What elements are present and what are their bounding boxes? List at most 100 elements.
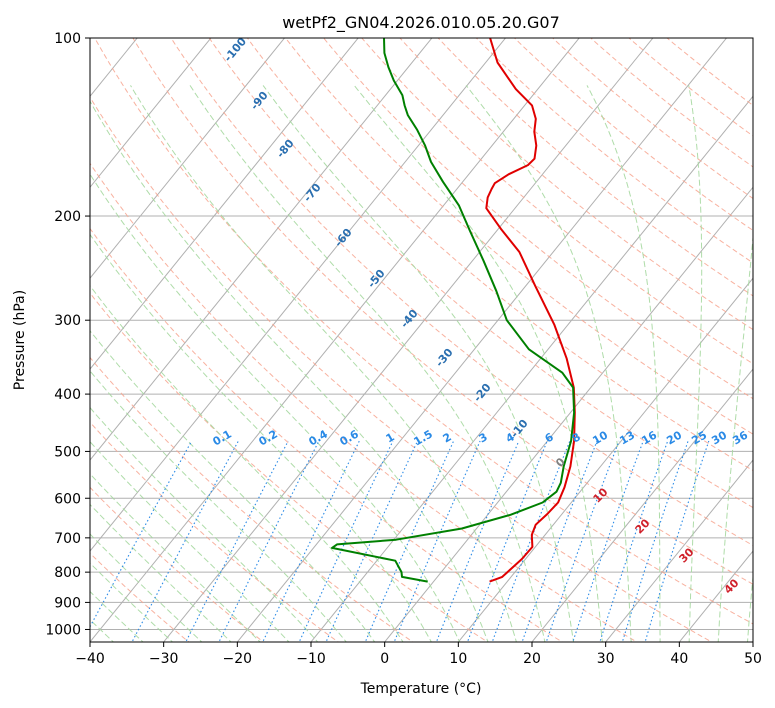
moist-adiabat-line: [90, 406, 319, 642]
moist-adiabat-label: 30: [677, 545, 697, 565]
y-tick-label: 100: [54, 31, 81, 47]
dry-adiabat-line: [399, 38, 753, 331]
y-tick-label: 300: [54, 313, 81, 329]
mixing-ratio-line: [364, 440, 455, 642]
mixing-ratio-line: [218, 440, 320, 642]
isotherm-line: [90, 38, 507, 552]
isotherm-line: [531, 368, 753, 642]
isotherm-line: [163, 38, 654, 642]
plot-frame: [89, 37, 754, 643]
isotherm-line: [90, 38, 359, 370]
mixing-ratio-line: [491, 440, 571, 642]
moist-adiabat-line: [262, 85, 575, 642]
y-tick-label: 200: [54, 209, 81, 225]
isotherm-line: [90, 38, 433, 461]
x-tick-label: 30: [597, 651, 615, 667]
moist-adiabat-label: 10: [591, 485, 611, 505]
mixing-ratio-line: [393, 440, 481, 642]
isotherm-line: [384, 186, 753, 642]
mixing-ratio-line: [298, 440, 394, 642]
mixing-ratio-label: 8: [570, 430, 583, 445]
dry-adiabat-line: [590, 38, 753, 168]
mixing-ratio-label: 20: [664, 428, 684, 447]
mixing-ratio-line: [545, 440, 620, 642]
dry-adiabat-label: -50: [365, 267, 388, 291]
dry-adiabat-label: -80: [274, 137, 297, 161]
y-axis-label: Pressure (hPa): [12, 290, 28, 390]
x-tick-label: 0: [380, 651, 389, 667]
moist-adiabat-line: [90, 100, 489, 642]
y-tick-label: 400: [54, 387, 81, 403]
isotherm-line: [90, 38, 286, 279]
moist-adiabat-line: [353, 85, 603, 642]
mixing-ratio-label: 0.4: [307, 427, 331, 448]
x-tick-label: −30: [149, 651, 179, 667]
moist-adiabat-line: [90, 370, 347, 642]
dry-adiabat-label: -30: [433, 346, 456, 370]
x-tick-label: 10: [449, 651, 467, 667]
dry-adiabat-line: [94, 38, 753, 625]
moist-adiabat-line: [465, 85, 632, 642]
dry-adiabat-line: [90, 162, 638, 642]
moist-adiabat-line: [130, 85, 517, 642]
mixing-ratio-label: 1.5: [412, 427, 435, 448]
dry-adiabat-label: -60: [332, 226, 355, 250]
mixing-ratio-label: 16: [639, 428, 659, 447]
dry-adiabat-line: [90, 486, 265, 642]
mixing-ratio-line: [599, 440, 669, 642]
moist-adiabat-line: [90, 329, 376, 642]
moist-adiabat-line: [90, 233, 432, 642]
isotherm-line: [90, 38, 580, 642]
y-tick-label: 800: [54, 565, 81, 581]
isotherm-line: [0, 25, 1, 645]
moist-adiabat-line: [90, 473, 261, 642]
dry-adiabat-line: [132, 38, 753, 585]
mixing-ratio-label: 2: [441, 430, 454, 445]
dewpoint-profile-line: [331, 38, 576, 583]
dry-adiabat-line: [475, 38, 753, 264]
dry-adiabat-label: -90: [248, 89, 271, 113]
mixing-ratio-line: [466, 440, 548, 642]
dry-adiabat-line: [551, 38, 753, 200]
moist-adiabat-label: 40: [722, 576, 742, 596]
moist-adiabat-line: [746, 571, 753, 642]
mixing-ratio-label: 0.2: [257, 427, 280, 448]
dry-adiabat-line: [323, 38, 753, 400]
moist-adiabat-line: [586, 85, 661, 642]
dry-adiabat-line: [90, 356, 414, 642]
dry-adiabat-line: [90, 227, 564, 642]
y-tick-label: 900: [54, 595, 81, 611]
mixing-ratio-line: [521, 440, 598, 642]
dry-adiabat-line: [284, 38, 753, 435]
x-tick-label: 40: [670, 651, 688, 667]
mixing-ratio-line: [90, 440, 193, 628]
moist-adiabat-line: [717, 232, 753, 642]
y-tick-label: 500: [54, 444, 81, 460]
mixing-ratio-label: 30: [709, 428, 729, 447]
y-tick-label: 1000: [45, 622, 81, 638]
mixing-ratio-line: [435, 440, 520, 642]
mixing-ratio-line: [572, 440, 644, 642]
mixing-ratio-line: [262, 440, 360, 642]
moist-adiabat-line: [90, 173, 461, 642]
x-axis-label: Temperature (°C): [360, 681, 482, 697]
mixing-ratio-label: 10: [590, 428, 610, 447]
dry-adiabat-label: -70: [301, 181, 324, 205]
dry-adiabat-line: [246, 38, 753, 472]
dry-adiabat-line: [90, 292, 489, 642]
mixing-ratio-line: [185, 440, 289, 642]
moist-adiabat-line: [90, 284, 404, 642]
dry-adiabat-label: -40: [398, 307, 421, 331]
mixing-ratio-line: [325, 440, 419, 642]
x-tick-label: 20: [523, 651, 541, 667]
mixing-ratio-line: [644, 440, 710, 642]
chart-title: wetPf2_GN04.2026.010.05.20.G07: [282, 13, 560, 33]
y-tick-label: 700: [54, 531, 81, 547]
x-tick-label: −40: [75, 651, 105, 667]
dry-adiabat-line: [361, 38, 753, 365]
x-tick-label: 50: [744, 651, 762, 667]
temperature-profile-line: [485, 38, 576, 583]
isotherm-line: [236, 38, 728, 642]
mixing-ratio-label: 13: [617, 429, 637, 448]
